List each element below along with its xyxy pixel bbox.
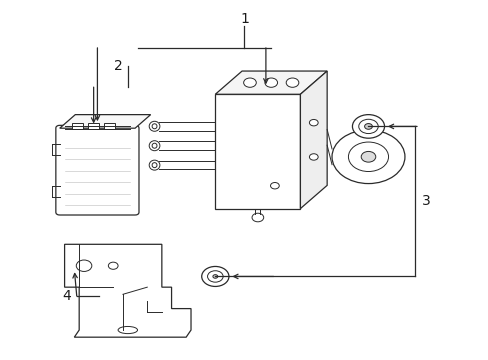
- Ellipse shape: [152, 124, 157, 129]
- Text: 2: 2: [114, 59, 122, 73]
- Polygon shape: [64, 244, 191, 337]
- Text: 4: 4: [62, 289, 71, 303]
- Circle shape: [358, 119, 377, 134]
- FancyBboxPatch shape: [72, 123, 82, 129]
- Polygon shape: [215, 71, 326, 94]
- Ellipse shape: [118, 327, 137, 334]
- Circle shape: [285, 78, 298, 87]
- Circle shape: [264, 78, 277, 87]
- Polygon shape: [60, 114, 150, 128]
- Polygon shape: [300, 71, 326, 208]
- Text: 3: 3: [421, 194, 430, 208]
- Circle shape: [309, 120, 318, 126]
- Circle shape: [108, 262, 118, 269]
- Circle shape: [76, 260, 92, 271]
- Circle shape: [348, 142, 388, 171]
- FancyBboxPatch shape: [104, 123, 115, 129]
- Circle shape: [201, 266, 228, 287]
- Text: 1: 1: [240, 12, 248, 26]
- Circle shape: [270, 183, 279, 189]
- Circle shape: [364, 123, 372, 129]
- Circle shape: [331, 130, 404, 184]
- Ellipse shape: [152, 163, 157, 168]
- Circle shape: [243, 78, 256, 87]
- Circle shape: [361, 152, 375, 162]
- FancyBboxPatch shape: [88, 123, 99, 129]
- Ellipse shape: [149, 121, 160, 131]
- Ellipse shape: [149, 160, 160, 170]
- Circle shape: [212, 275, 217, 278]
- Circle shape: [207, 271, 223, 282]
- Circle shape: [352, 114, 384, 138]
- Polygon shape: [215, 94, 300, 208]
- Circle shape: [309, 154, 318, 160]
- Circle shape: [251, 213, 263, 222]
- Ellipse shape: [149, 141, 160, 151]
- FancyBboxPatch shape: [56, 125, 139, 215]
- Ellipse shape: [152, 143, 157, 148]
